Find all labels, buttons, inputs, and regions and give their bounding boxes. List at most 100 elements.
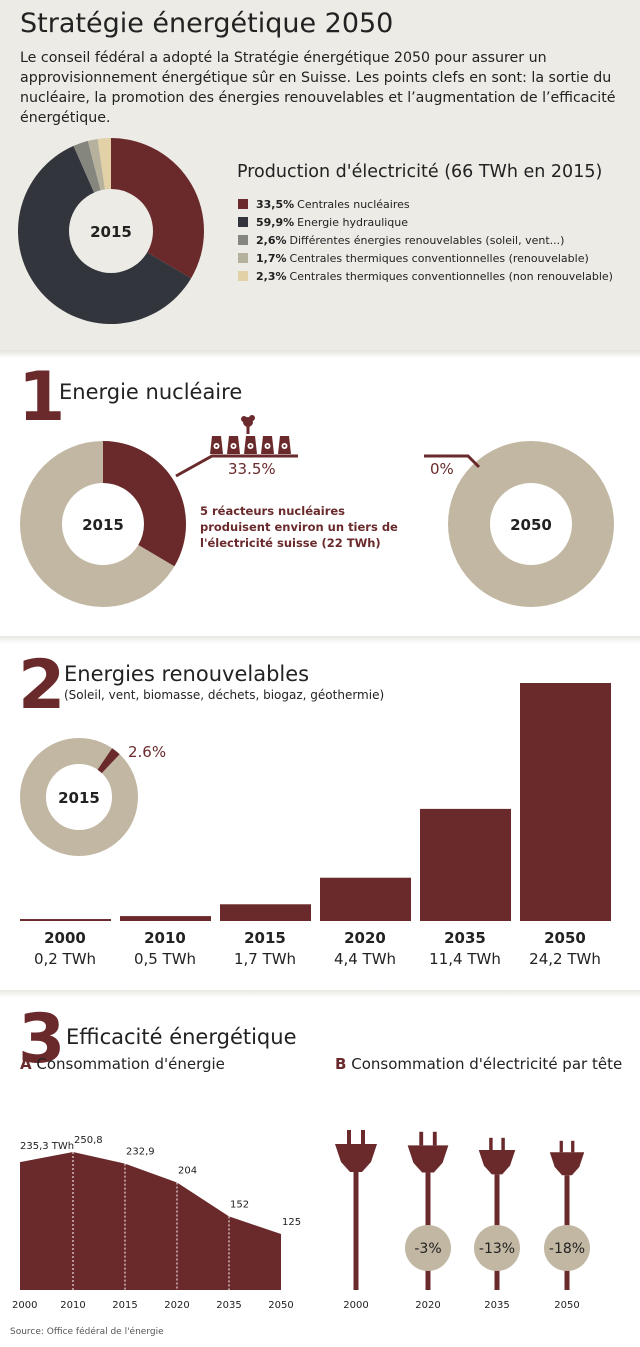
electricity-per-capita-plugs: 2000 -3% 2020 -13% 2035 -18% 2050 bbox=[335, 1130, 590, 1311]
intro-text: Le conseil fédéral a adopté la Stratégie… bbox=[20, 50, 616, 126]
legend-value: 2,6% bbox=[256, 234, 287, 247]
panel-a-title: Consommation d'énergie bbox=[36, 1055, 225, 1073]
plug-year-label: 2050 bbox=[554, 1300, 579, 1311]
plug-year-label: 2020 bbox=[415, 1300, 440, 1311]
bar-year: 2050 bbox=[544, 929, 586, 947]
bar-value: 24,2 TWh bbox=[529, 950, 601, 968]
area-value-label: 235,3 TWh bbox=[20, 1141, 74, 1152]
renewables-2015-donut-ring bbox=[20, 738, 138, 856]
bar-value: 11,4 TWh bbox=[429, 950, 501, 968]
renewables-bars bbox=[20, 683, 611, 921]
reduction-badge bbox=[474, 1225, 520, 1271]
bar-label: 2015 1,7 TWh bbox=[219, 928, 311, 970]
legend-swatch bbox=[238, 271, 248, 281]
area-x-tick: 2000 bbox=[12, 1300, 37, 1311]
panel-a-letter: A bbox=[20, 1055, 32, 1073]
section-divider bbox=[0, 636, 640, 644]
plug-icon: -18% 2050 bbox=[544, 1140, 590, 1311]
bar bbox=[220, 904, 311, 921]
nuclear-2050-value-label: 0% bbox=[430, 460, 454, 478]
reduction-badge bbox=[544, 1225, 590, 1271]
renewables-charts: 2015 2.6% bbox=[20, 683, 611, 921]
legend-label: Energie hydraulique bbox=[297, 216, 409, 229]
legend-swatch bbox=[238, 235, 248, 245]
bar bbox=[120, 916, 211, 921]
renewables-2015-slice bbox=[97, 748, 120, 774]
bar-year: 2035 bbox=[444, 929, 486, 947]
area bbox=[20, 1152, 281, 1290]
reactor-icons bbox=[210, 415, 291, 454]
area-value-label: 125 bbox=[282, 1217, 301, 1228]
section-1-title: Energie nucléaire bbox=[59, 380, 243, 404]
source-note: Source: Office fédéral de l'énergie bbox=[10, 1327, 164, 1337]
section-2-subtitle: (Soleil, vent, biomasse, déchets, biogaz… bbox=[64, 688, 385, 702]
bar-value: 4,4 TWh bbox=[333, 950, 397, 968]
legend-swatch bbox=[238, 217, 248, 227]
bar-value: 0,5 TWh bbox=[133, 950, 197, 968]
legend-label: Centrales thermiques conventionnelles (r… bbox=[289, 252, 589, 265]
area-x-tick: 2050 bbox=[268, 1300, 293, 1311]
legend-label: Différentes énergies renouvelables (sole… bbox=[289, 234, 565, 247]
bar-label: 2020 4,4 TWh bbox=[319, 928, 411, 970]
nuclear-charts: 2015 33.5% 2050 0% bbox=[20, 415, 614, 607]
section-divider bbox=[0, 990, 640, 998]
nuclear-2050-center-label: 2050 bbox=[510, 516, 552, 534]
area-value-label: 250,8 bbox=[74, 1135, 103, 1146]
reduction-label: -3% bbox=[414, 1241, 441, 1257]
legend-item: 2,6% Différentes énergies renouvelables (… bbox=[238, 234, 564, 247]
legend-value: 2,3% bbox=[256, 270, 287, 283]
section-3-title: Efficacité énergétique bbox=[66, 1025, 297, 1049]
legend-item: 2,3% Centrales thermiques conventionnelle… bbox=[238, 270, 613, 283]
nuclear-2015-center-label: 2015 bbox=[82, 516, 124, 534]
bar-value: 0,2 TWh bbox=[33, 950, 97, 968]
bar-label: 2000 0,2 TWh bbox=[19, 928, 111, 970]
legend-value: 33,5% bbox=[256, 198, 295, 211]
nuclear-2015-slice bbox=[103, 441, 186, 567]
reactor-icon bbox=[244, 436, 257, 454]
legend-swatch bbox=[238, 253, 248, 263]
nuclear-2050-leader-line bbox=[424, 454, 481, 469]
section-2-title: Energies renouvelables bbox=[64, 662, 310, 686]
legend-value: 59,9% bbox=[256, 216, 295, 229]
reduction-label: -18% bbox=[549, 1241, 585, 1257]
main-pie-chart: 2015 bbox=[17, 138, 205, 324]
plug-icon: 2000 bbox=[335, 1130, 377, 1311]
bar bbox=[20, 919, 111, 921]
area-x-tick: 2035 bbox=[216, 1300, 241, 1311]
bar-label: 2050 24,2 TWh bbox=[519, 928, 611, 970]
area-value-label: 232,9 bbox=[126, 1147, 155, 1158]
bar bbox=[520, 683, 611, 921]
reactor-icon bbox=[227, 436, 240, 454]
bar-year: 2020 bbox=[344, 929, 386, 947]
nuclear-2015-value-label: 33.5% bbox=[228, 460, 276, 478]
main-pie-hole bbox=[69, 189, 153, 273]
bar-year: 2010 bbox=[144, 929, 186, 947]
panel-b-title: Consommation d'électricité par tête bbox=[351, 1055, 623, 1073]
reactor-icon bbox=[278, 436, 291, 454]
section-3-number: 3 bbox=[18, 1000, 65, 1079]
page-title: Stratégie énergétique 2050 bbox=[20, 8, 394, 39]
bar-label: 2010 0,5 TWh bbox=[119, 928, 211, 970]
panel-a-heading: A Consommation d'énergie bbox=[20, 1055, 225, 1073]
panel-b-heading: B Consommation d'électricité par tête bbox=[335, 1055, 622, 1073]
section-divider bbox=[0, 350, 640, 358]
area-value-label: 204 bbox=[178, 1166, 197, 1177]
explosion-icon bbox=[241, 415, 255, 434]
nuclear-2050-donut-ring bbox=[448, 441, 614, 607]
reactor-icon bbox=[210, 436, 223, 454]
plug-icon: -13% 2035 bbox=[474, 1137, 520, 1311]
legend-label: Centrales thermiques conventionnelles (n… bbox=[289, 270, 613, 283]
nuclear-annotation: 5 réacteurs nucléaires produisent enviro… bbox=[200, 504, 398, 550]
bar-year: 2015 bbox=[244, 929, 286, 947]
legend-label: Centrales nucléaires bbox=[297, 198, 410, 211]
bar bbox=[420, 808, 511, 921]
plug-year-label: 2000 bbox=[343, 1300, 368, 1311]
legend-value: 1,7% bbox=[256, 252, 287, 265]
section-2-number: 2 bbox=[18, 646, 65, 725]
legend-item: 33,5% Centrales nucléaires bbox=[238, 198, 410, 211]
plug-year-label: 2035 bbox=[484, 1300, 509, 1311]
reduction-badge bbox=[405, 1225, 451, 1271]
bar-label: 2035 11,4 TWh bbox=[419, 928, 511, 970]
